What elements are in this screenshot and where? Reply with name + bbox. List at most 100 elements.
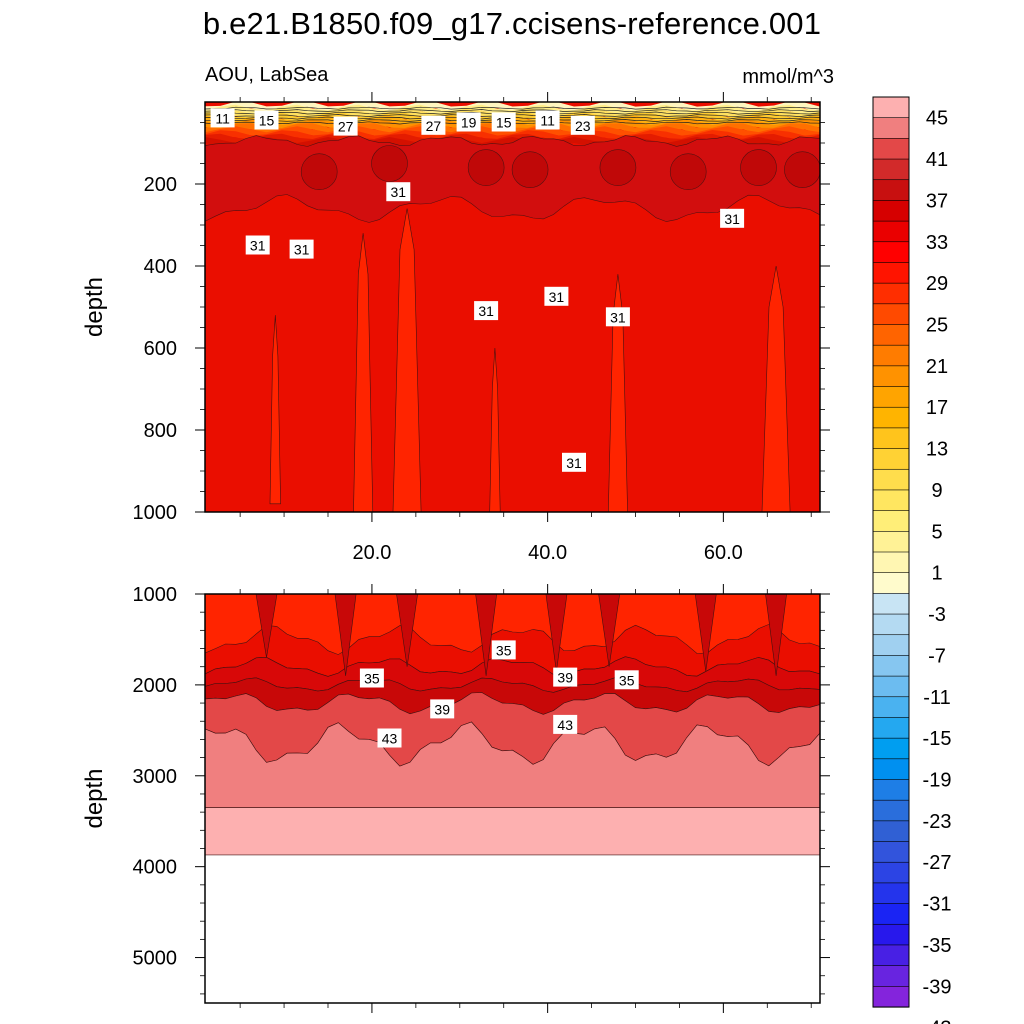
contour-label-upper-0: 11 [210,108,235,128]
colorbar-label: -39 [923,976,952,998]
colorbar-swatch [872,220,910,243]
y-axis-label-upper: depth [81,277,108,337]
contour-label-text: 31 [610,309,626,325]
contour-label-upper-8: 31 [386,182,411,202]
colorbar-swatch [872,758,910,781]
lower-layer-0 [205,594,820,655]
y-tick-label-lower: 3000 [133,766,178,788]
contour-label-lower-5: 43 [377,728,402,748]
colorbar-swatch [872,986,910,1008]
colorbar-swatch [872,468,910,491]
colorbar-swatch [872,717,910,739]
contour-label-upper-12: 31 [474,301,499,321]
colorbar-swatch [872,282,910,305]
contour-label-upper-10: 31 [245,235,270,255]
contour-label-box [377,728,402,748]
dark-core-0 [300,153,338,190]
contour-label-box [562,452,586,472]
contour-label-box [245,235,270,255]
lower-tongue-0 [255,594,278,658]
contour-label-lower-2: 39 [553,667,578,687]
y-tick-label-upper: 800 [144,420,177,442]
colorbar-label: 45 [926,108,948,130]
colorbar-label: 21 [926,356,948,378]
contour-label-text: 15 [496,115,512,131]
variable-region-label: AOU, LabSea [205,64,329,86]
dark-core-1 [371,145,408,182]
contour-label-text: 35 [364,671,380,687]
contour-label-text: 31 [724,211,740,227]
contour-label-upper-9: 31 [720,208,745,228]
contour-label-box [720,208,745,228]
contour-label-lower-6: 43 [553,714,578,734]
lower-tongue-1 [334,594,357,676]
contour-label-text: 19 [461,115,477,131]
contour-label-box [254,110,279,130]
dark-core-7 [784,151,820,188]
chart-title: b.e21.B1850.f09_g17.ccisens-reference.00… [202,6,822,41]
lower-tongue-3 [475,594,498,676]
x-tick-label: 40.0 [528,542,567,564]
colorbar-swatch [872,882,910,905]
plume-5 [761,265,791,512]
contour-label-lower-4: 39 [430,699,455,719]
dark-core-4 [599,149,637,186]
colorbar-swatch [872,820,910,843]
contour-label-text: 39 [557,670,573,686]
contour-label-text: 31 [391,184,407,200]
colorbar-swatch [872,613,910,636]
surface-band-0 [205,102,820,113]
lower-tongue-4 [545,594,568,672]
contour-label-text: 27 [426,118,442,134]
colorbar-label: 5 [931,521,942,543]
contour-label-text: 27 [338,119,354,135]
y-tick-label-lower: 1000 [133,584,178,606]
colorbar-swatch [872,96,910,119]
dark-core-6 [740,149,777,186]
colorbar-label: -7 [928,645,946,667]
colorbar-swatch [872,117,910,139]
contour-label-text: 31 [566,455,582,471]
contour-label-box [430,699,455,719]
units-label: mmol/m^3 [742,66,834,88]
contour-label-text: 31 [294,242,310,258]
contour-label-box [535,110,560,130]
colorbar-label: -11 [923,687,950,709]
lower-depth-panel: 35 35 39 35 39 43 43 1000 2000 3000 4000 5000 depth [81,584,830,1013]
contour-label-box [553,667,578,687]
colorbar-swatch [872,696,910,719]
colorbar-swatch [872,510,910,532]
contour-label-box [491,112,516,132]
colorbar-label: 37 [926,190,948,212]
colorbar-swatch [872,634,910,657]
colorbar-label: -15 [923,728,952,750]
contour-label-lower-0: 35 [491,640,516,660]
contour-label-upper-1: 15 [254,110,279,130]
colorbar-swatch [872,324,910,346]
plume-4 [607,274,628,512]
colorbar-label: 29 [926,273,948,295]
colorbar-swatch [872,158,910,181]
contour-label-text: 23 [575,118,591,134]
colorbar-label: 25 [926,315,948,337]
colorbar-label: -31 [923,894,952,916]
contour-label-box [289,239,314,259]
dark-core-3 [511,151,549,188]
colorbar-swatch [872,675,910,698]
contour-label-box [359,668,384,688]
plume-3 [489,347,501,512]
colorbar-label: -27 [923,852,952,874]
colorbar-swatch [872,179,910,202]
colorbar-swatch [872,799,910,822]
contour-label-text: 15 [259,113,275,129]
lower-layer-6 [205,807,820,856]
colorbar-label: 9 [931,480,942,502]
colorbar-label: -3 [928,604,946,626]
colorbar-swatch [872,779,910,801]
lower-tongue-5 [598,594,621,667]
y-tick-label-upper: 400 [144,256,177,278]
contour-label-box [421,115,446,135]
y-tick-label-upper: 200 [144,174,177,196]
upper-depth-panel: 11 15 27 27 19 15 11 23 31 31 31 31 31 31 31 31 200 400 6… [81,92,830,564]
surface-band-7 [205,126,820,139]
